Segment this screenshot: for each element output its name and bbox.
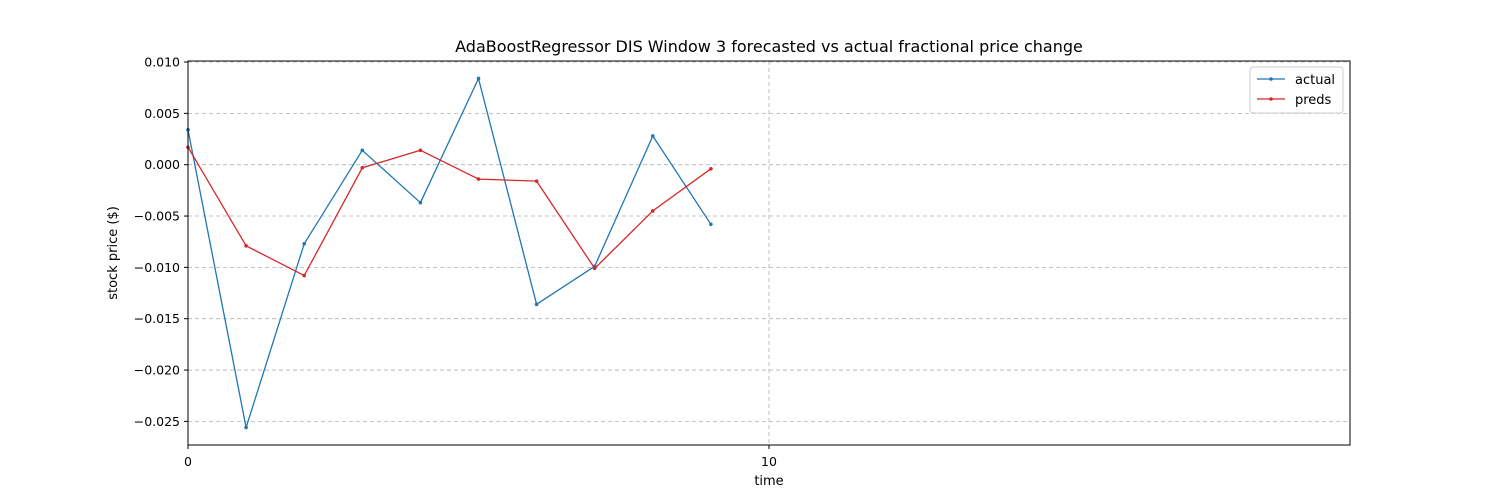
data-point-actual: [244, 425, 248, 430]
data-point-preds: [709, 167, 713, 171]
legend-marker-preds: [1269, 97, 1273, 101]
data-point-actual: [651, 134, 655, 138]
data-point-preds: [244, 244, 248, 248]
data-point-preds: [651, 209, 655, 213]
series-line-preds: [187, 146, 712, 277]
grid: [187, 61, 1350, 445]
data-point-actual: [302, 241, 307, 246]
series-line-actual: [187, 77, 712, 429]
data-point-actual: [360, 148, 365, 153]
data-point-actual: [476, 76, 481, 81]
data-point-preds: [360, 165, 365, 170]
x-tick-label: 10: [761, 454, 777, 469]
series-layer: [186, 76, 713, 430]
y-tick-label: −0.010: [134, 260, 180, 275]
legend-marker-actual: [1269, 77, 1273, 81]
x-axis: 0 10: [184, 445, 777, 469]
y-tick-label: −0.015: [134, 311, 180, 326]
x-axis-label: time: [754, 474, 783, 489]
y-axis: 0.010 0.005 0.000 −0.005 −0.010 −0.015 −0.020 −…: [134, 55, 188, 429]
data-point-actual: [534, 302, 539, 307]
y-axis-label: stock price ($): [106, 206, 121, 300]
y-tick-label: −0.025: [134, 414, 180, 429]
data-point-preds: [418, 148, 423, 153]
y-tick-label: 0.005: [144, 106, 180, 121]
data-point-preds: [592, 266, 597, 271]
legend-label-preds: preds: [1295, 93, 1332, 108]
y-tick-label: 0.010: [144, 55, 180, 70]
y-tick-label: −0.005: [134, 209, 180, 224]
data-point-preds: [534, 179, 539, 183]
legend: actual preds: [1249, 66, 1344, 114]
data-point-actual: [709, 222, 713, 227]
y-tick-label: −0.020: [134, 363, 180, 378]
chart-title: AdaBoostRegressor DIS Window 3 forecaste…: [455, 37, 1083, 56]
data-point-actual: [418, 200, 423, 205]
data-point-preds: [302, 273, 307, 278]
legend-label-actual: actual: [1295, 73, 1335, 88]
data-point-preds: [476, 177, 481, 181]
x-tick-label: 0: [184, 454, 192, 469]
y-tick-label: 0.000: [144, 157, 180, 172]
